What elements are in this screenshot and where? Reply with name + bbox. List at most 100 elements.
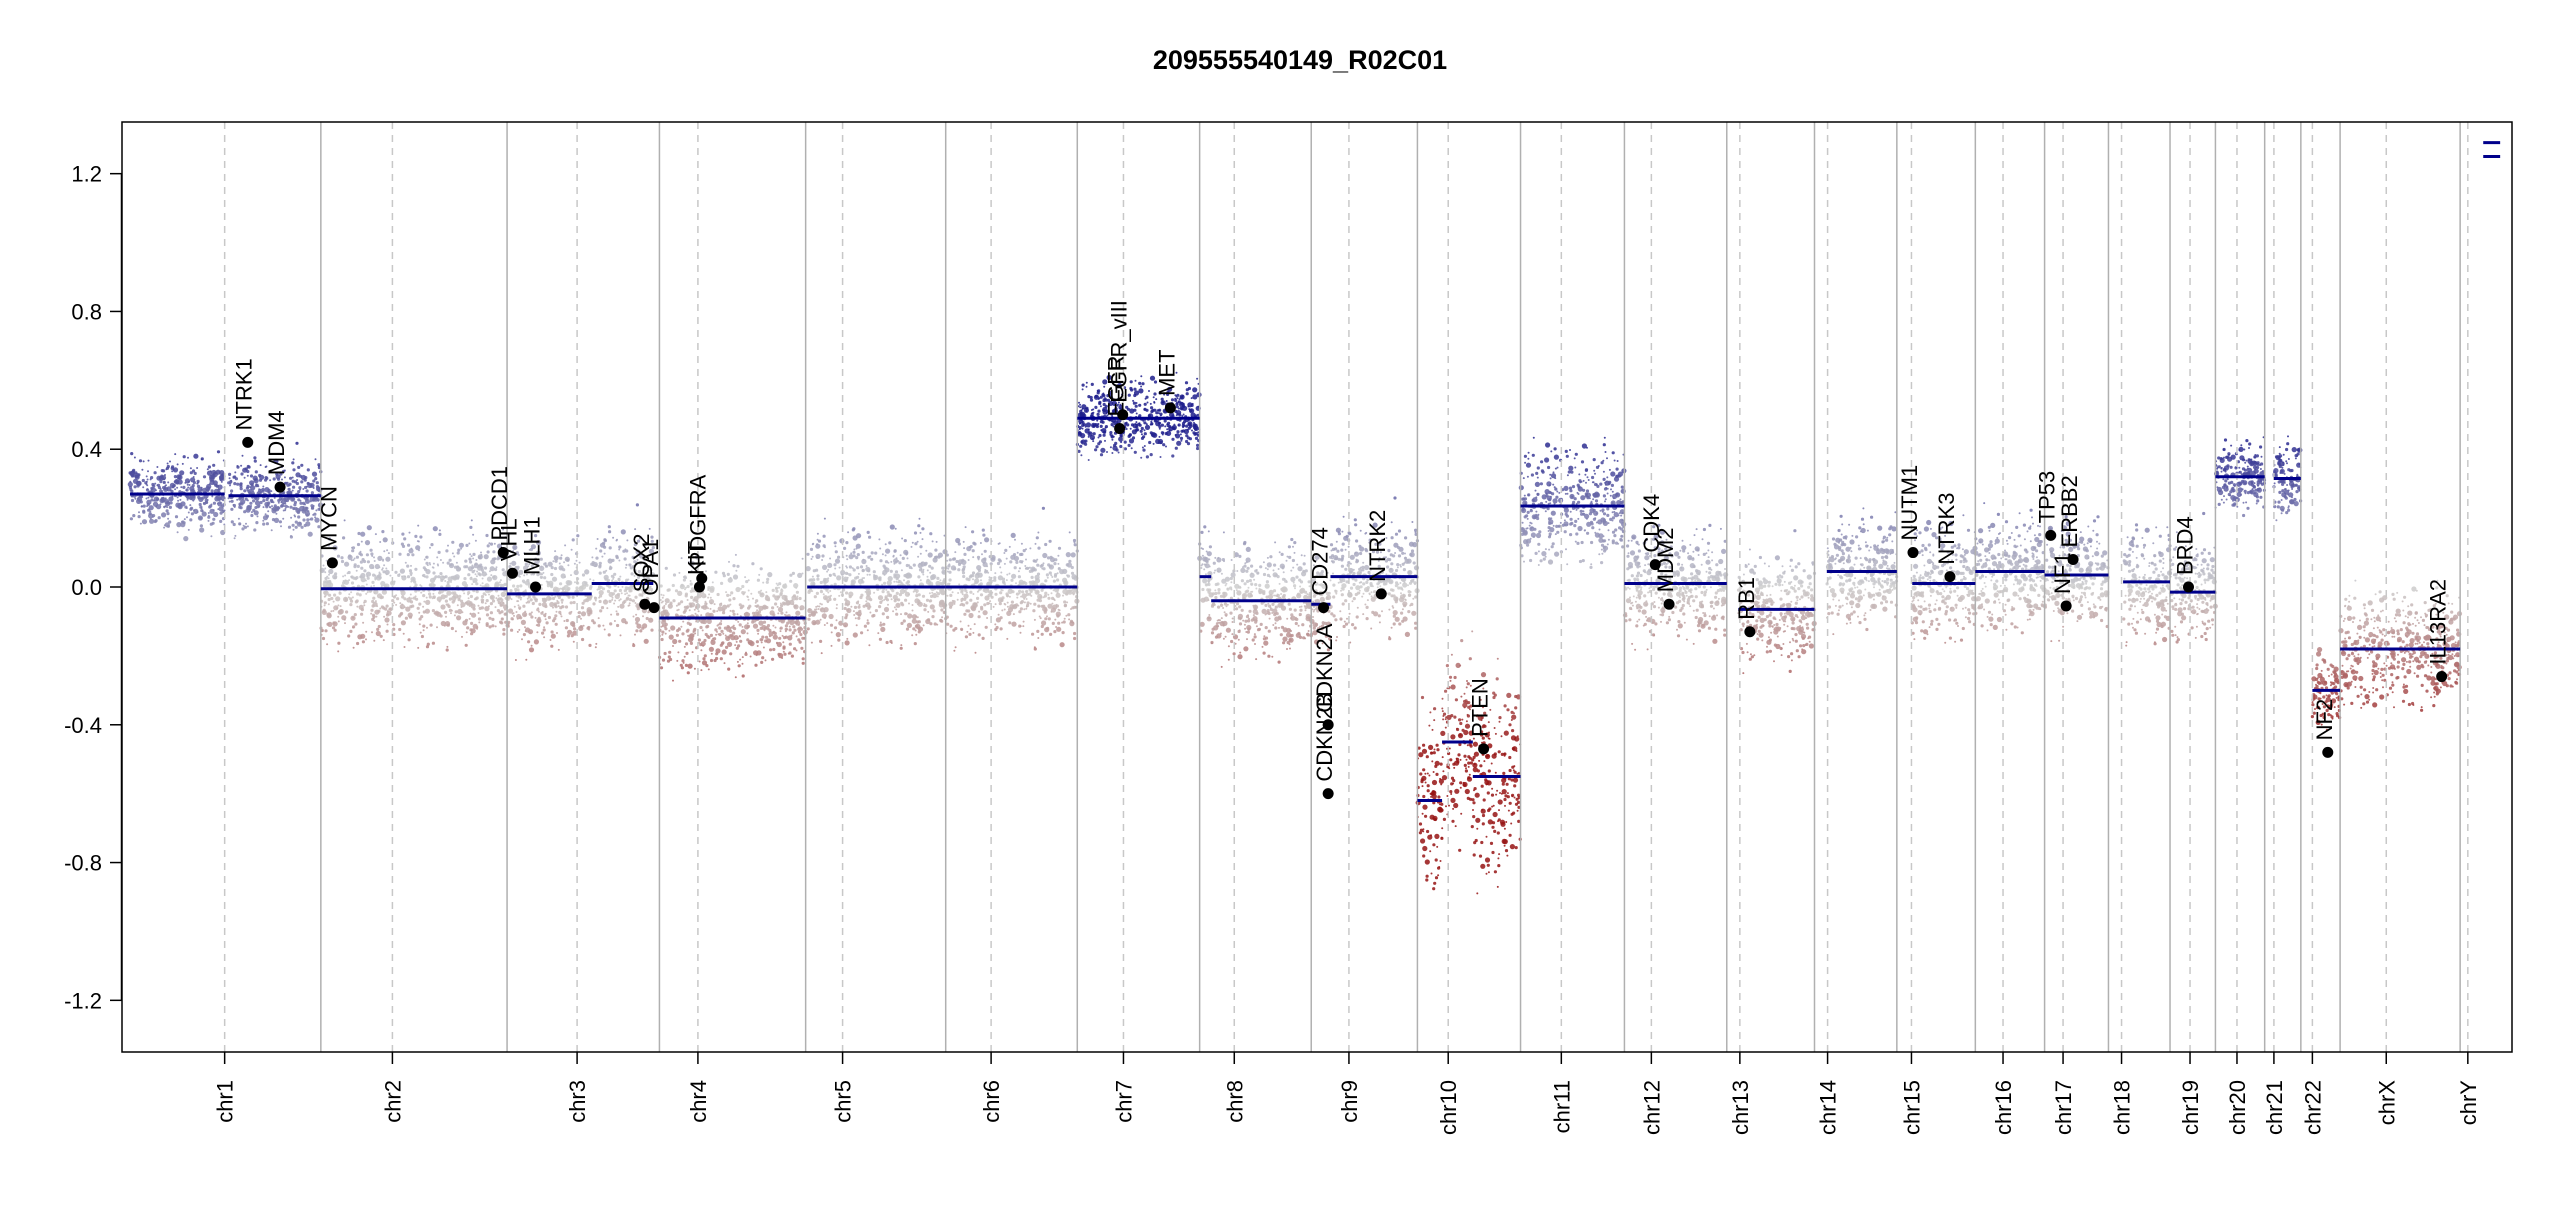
probe-point [1140, 375, 1143, 378]
probe-point [1178, 398, 1181, 401]
probe-point [1295, 617, 1299, 622]
probe-point [894, 570, 899, 574]
probe-point [865, 595, 871, 601]
probe-point [475, 575, 478, 578]
probe-point [859, 595, 863, 600]
probe-point [1192, 394, 1198, 400]
chart-title: 209555540149_R02C01 [1153, 45, 1447, 75]
probe-point [856, 575, 860, 579]
probe-point [960, 590, 964, 594]
probe-point [323, 601, 327, 605]
probe-point [1153, 408, 1157, 412]
probe-point [821, 607, 824, 610]
probe-point [372, 617, 375, 620]
probe-point [1144, 424, 1151, 430]
probe-point [328, 579, 332, 584]
probe-point [634, 616, 641, 623]
probe-point [292, 458, 295, 461]
probe-point [1217, 591, 1221, 595]
probe-point [784, 613, 786, 616]
probe-point [999, 627, 1003, 631]
probe-point [333, 593, 337, 597]
probe-point [873, 591, 876, 594]
probe-point [353, 557, 356, 560]
probe-point [926, 575, 929, 578]
probe-point [1049, 555, 1053, 560]
probe-point [409, 571, 413, 576]
probe-point [1196, 426, 1199, 429]
probe-point [1224, 613, 1228, 617]
probe-point [334, 534, 337, 537]
probe-point [1073, 631, 1077, 636]
probe-point [879, 559, 883, 563]
probe-point [1047, 596, 1051, 600]
probe-point [292, 485, 296, 489]
probe-point [732, 612, 736, 616]
probe-point [1264, 613, 1267, 616]
probe-point [379, 634, 383, 638]
probe-point [1297, 631, 1301, 636]
probe-point [418, 623, 421, 626]
probe-point [845, 615, 848, 618]
probe-point [1269, 608, 1273, 612]
probe-point [956, 598, 959, 601]
probe-point [269, 506, 272, 509]
probe-point [234, 471, 237, 474]
probe-point [192, 499, 195, 502]
probe-point [969, 598, 973, 602]
probe-point [1157, 442, 1160, 444]
probe-point [485, 613, 490, 617]
probe-point [817, 608, 820, 610]
probe-point [778, 636, 782, 640]
probe-point [435, 611, 438, 614]
probe-point [372, 601, 378, 607]
probe-point [511, 560, 517, 566]
probe-point [820, 652, 823, 655]
probe-point [1038, 615, 1041, 618]
probe-point [1202, 578, 1208, 584]
probe-point [389, 574, 392, 577]
probe-point [253, 510, 259, 516]
probe-point [168, 520, 172, 524]
probe-point [541, 602, 548, 608]
probe-point [933, 622, 937, 626]
probe-point [1132, 399, 1135, 402]
probe-point [541, 597, 544, 600]
probe-point [781, 594, 787, 600]
probe-point [161, 512, 167, 518]
probe-point [1252, 614, 1255, 617]
probe-point [163, 478, 166, 481]
probe-point [1248, 609, 1252, 613]
probe-point [697, 638, 702, 642]
probe-point [1271, 602, 1275, 607]
probe-point [381, 530, 385, 534]
probe-point [490, 559, 496, 565]
probe-point [848, 565, 853, 569]
probe-point [168, 505, 172, 509]
probe-point [604, 577, 608, 581]
probe-point [707, 668, 710, 671]
probe-point [997, 558, 1001, 562]
probe-point [437, 550, 441, 555]
probe-point [1171, 454, 1175, 458]
probe-point [1299, 608, 1303, 612]
probe-point [287, 525, 292, 529]
probe-point [163, 506, 166, 509]
probe-point [1262, 590, 1266, 594]
probe-point [147, 470, 149, 473]
probe-point [307, 531, 313, 537]
probe-point [375, 630, 381, 637]
probe-point [516, 630, 519, 633]
probe-point [1243, 646, 1249, 652]
probe-point [309, 482, 315, 488]
probe-point [439, 575, 445, 581]
probe-point [1279, 563, 1285, 569]
probe-point [1150, 406, 1154, 410]
probe-point [1226, 603, 1229, 606]
probe-point [895, 608, 898, 611]
probe-point [935, 540, 938, 543]
probe-point [834, 558, 841, 564]
probe-point [295, 472, 301, 478]
probe-point [350, 581, 355, 585]
probe-point [434, 575, 438, 579]
